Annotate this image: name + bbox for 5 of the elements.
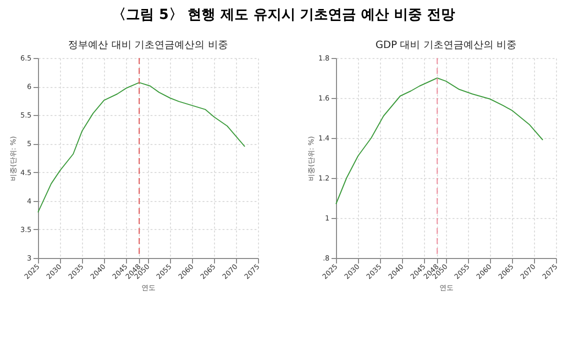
chart-title: 정부예산 대비 기초연금예산의 비중	[68, 40, 228, 51]
line-series	[38, 82, 246, 213]
line-series	[336, 78, 544, 204]
text: 〈그림 5〉 현행 제도 유지시 기초연금 예산 비중 전망	[112, 7, 455, 23]
chart-title: GDP 대비 기초연금예산의 비중	[375, 40, 517, 51]
